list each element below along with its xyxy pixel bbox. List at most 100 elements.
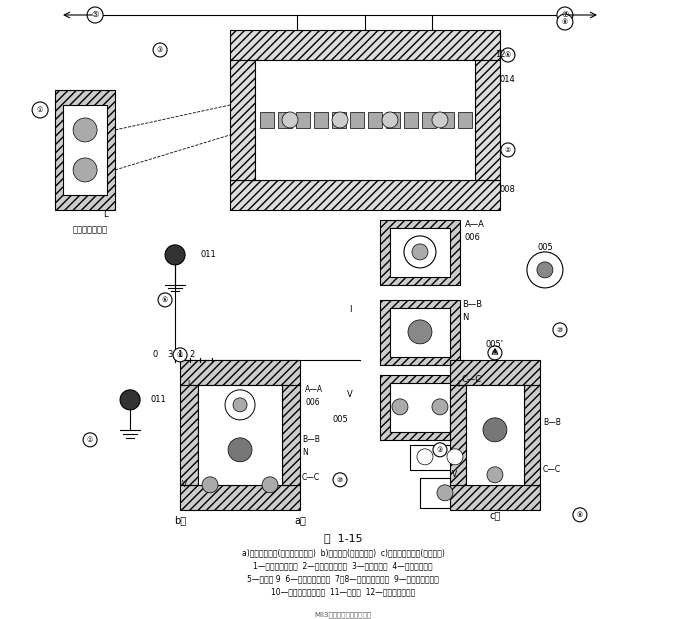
Text: V: V bbox=[182, 480, 188, 490]
Circle shape bbox=[120, 390, 140, 410]
Polygon shape bbox=[255, 60, 475, 180]
Text: A—A: A—A bbox=[465, 220, 485, 230]
Text: 005': 005' bbox=[486, 340, 504, 349]
Text: 005: 005 bbox=[537, 243, 553, 253]
Polygon shape bbox=[420, 478, 470, 508]
Text: ①: ① bbox=[87, 437, 93, 443]
Polygon shape bbox=[380, 375, 460, 440]
Polygon shape bbox=[296, 112, 310, 128]
Polygon shape bbox=[230, 30, 500, 60]
Text: L: L bbox=[103, 210, 108, 219]
Polygon shape bbox=[332, 112, 346, 128]
Polygon shape bbox=[198, 385, 282, 485]
Text: 1: 1 bbox=[178, 350, 182, 360]
Polygon shape bbox=[55, 90, 115, 210]
Text: ⑥: ⑥ bbox=[162, 297, 168, 303]
Circle shape bbox=[501, 48, 515, 62]
Circle shape bbox=[557, 7, 573, 23]
Circle shape bbox=[501, 143, 515, 157]
Text: ⑤: ⑤ bbox=[91, 11, 99, 19]
Polygon shape bbox=[368, 112, 382, 128]
Text: 0: 0 bbox=[152, 350, 158, 360]
Polygon shape bbox=[475, 60, 500, 180]
Text: 008: 008 bbox=[500, 186, 516, 194]
Polygon shape bbox=[386, 112, 400, 128]
Polygon shape bbox=[466, 385, 524, 485]
Text: ⑧: ⑧ bbox=[562, 19, 568, 25]
Circle shape bbox=[483, 418, 507, 442]
Text: ⑧: ⑧ bbox=[492, 350, 498, 356]
Text: ⑩: ⑩ bbox=[337, 477, 343, 483]
Polygon shape bbox=[390, 228, 450, 277]
Polygon shape bbox=[63, 105, 107, 195]
Circle shape bbox=[73, 118, 97, 142]
Text: ③: ③ bbox=[437, 447, 443, 453]
Text: B—B: B—B bbox=[302, 435, 320, 444]
Polygon shape bbox=[524, 385, 540, 485]
Polygon shape bbox=[450, 485, 540, 510]
Text: ③: ③ bbox=[157, 47, 163, 53]
Circle shape bbox=[553, 323, 567, 337]
Circle shape bbox=[262, 477, 278, 493]
Text: 增加的手动控阀: 增加的手动控阀 bbox=[73, 225, 108, 235]
Text: ②: ② bbox=[505, 147, 511, 153]
Polygon shape bbox=[180, 360, 300, 385]
Text: b）: b） bbox=[174, 515, 186, 525]
Polygon shape bbox=[422, 112, 436, 128]
Text: ⑧: ⑧ bbox=[577, 512, 583, 518]
Circle shape bbox=[487, 467, 503, 483]
Polygon shape bbox=[380, 220, 460, 285]
Text: N: N bbox=[462, 313, 469, 322]
Text: 图  1-15: 图 1-15 bbox=[324, 533, 362, 543]
Polygon shape bbox=[404, 112, 418, 128]
Text: a)液压压系统图(开停阀处于开位)  b)原开停阀(处于开停位)  c)改进后的开停阀(处于停位): a)液压压系统图(开停阀处于开位) b)原开停阀(处于开停位) c)改进后的开停… bbox=[241, 548, 445, 557]
Circle shape bbox=[158, 293, 172, 307]
Circle shape bbox=[233, 398, 247, 412]
Circle shape bbox=[527, 252, 563, 288]
Text: B—B: B—B bbox=[543, 418, 560, 427]
Text: 011: 011 bbox=[150, 396, 166, 404]
Polygon shape bbox=[458, 112, 472, 128]
Circle shape bbox=[433, 443, 447, 457]
Text: 005: 005 bbox=[332, 415, 348, 425]
Circle shape bbox=[417, 449, 433, 465]
Text: C—C: C—C bbox=[302, 474, 320, 482]
Text: A—A: A—A bbox=[305, 386, 323, 394]
Circle shape bbox=[202, 477, 218, 493]
Text: V: V bbox=[452, 470, 458, 479]
Circle shape bbox=[557, 14, 573, 30]
Text: c）: c） bbox=[489, 510, 501, 520]
Text: ⑩: ⑩ bbox=[557, 327, 563, 333]
Circle shape bbox=[165, 245, 185, 265]
Text: ⑥: ⑥ bbox=[505, 52, 511, 58]
Circle shape bbox=[412, 244, 428, 260]
Polygon shape bbox=[450, 385, 466, 485]
Text: V: V bbox=[347, 391, 353, 399]
Polygon shape bbox=[278, 112, 292, 128]
Text: 1—通主液压缸左腔  2—通主液压缸右腔  3—来自液压泵  4—接手动轮轧构: 1—通主液压缸左腔 2—通主液压缸右腔 3—来自液压泵 4—接手动轮轧构 bbox=[253, 561, 433, 570]
Circle shape bbox=[332, 112, 348, 128]
Circle shape bbox=[153, 43, 167, 57]
Text: ⑧: ⑧ bbox=[177, 352, 183, 358]
Circle shape bbox=[282, 112, 298, 128]
Text: 3: 3 bbox=[167, 350, 173, 360]
Polygon shape bbox=[450, 360, 540, 385]
Circle shape bbox=[333, 473, 347, 487]
Polygon shape bbox=[260, 112, 274, 128]
Polygon shape bbox=[390, 383, 450, 432]
Circle shape bbox=[228, 438, 252, 462]
Polygon shape bbox=[180, 385, 198, 485]
Circle shape bbox=[447, 449, 463, 465]
Polygon shape bbox=[314, 112, 328, 128]
Text: 2: 2 bbox=[189, 350, 195, 360]
Circle shape bbox=[73, 158, 97, 182]
Text: B—B: B—B bbox=[462, 300, 482, 310]
Polygon shape bbox=[350, 112, 364, 128]
Circle shape bbox=[488, 346, 502, 360]
Text: Mll3型外圆磨床改进原理图: Mll3型外圆磨床改进原理图 bbox=[314, 612, 372, 618]
Circle shape bbox=[87, 7, 103, 23]
Circle shape bbox=[83, 433, 97, 447]
Polygon shape bbox=[180, 485, 300, 510]
Text: I: I bbox=[457, 380, 459, 389]
Text: 006: 006 bbox=[305, 399, 320, 407]
